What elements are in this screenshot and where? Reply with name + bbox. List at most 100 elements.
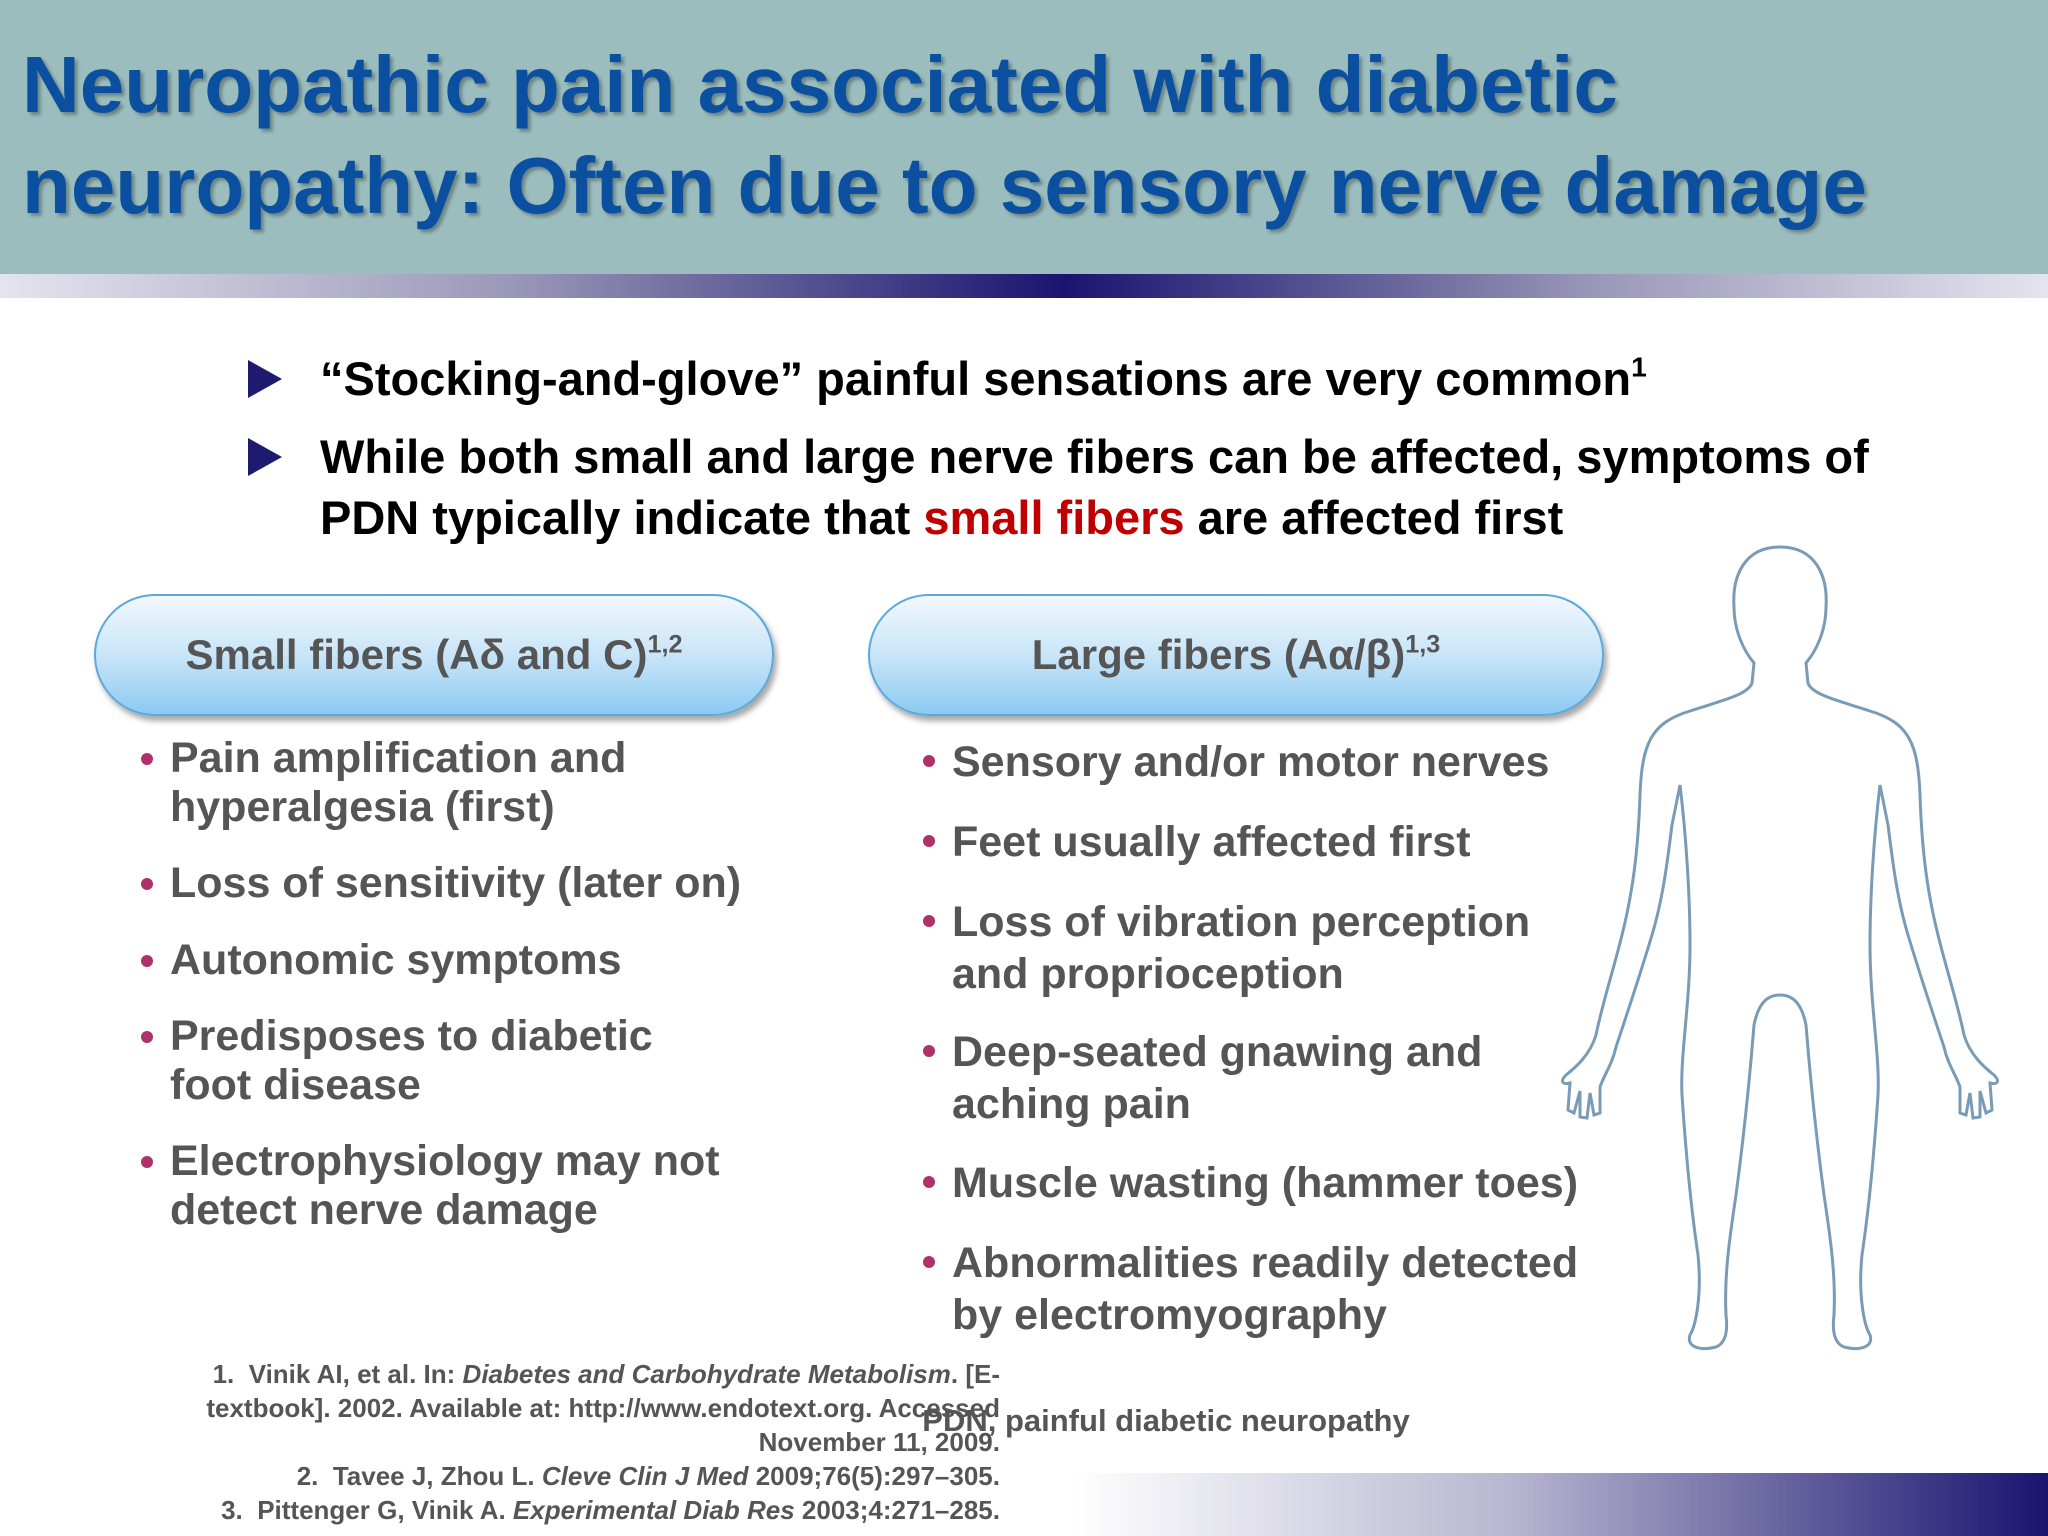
list-item: Abnormalities readily detected by electro… [952, 1237, 1578, 1341]
text-run: 2. Tavee J, Zhou L. [296, 1461, 542, 1491]
list-item: Muscle wasting (hammer toes) [952, 1157, 1578, 1209]
superscript: 1,3 [1405, 630, 1441, 659]
text-run: Sensory and/or motor nerves [952, 738, 1550, 786]
bullet-dot [923, 755, 935, 767]
superscript: 1,2 [647, 630, 683, 659]
bullet-dot [141, 753, 153, 765]
list-item: Deep-seated gnawing and aching pain [952, 1026, 1482, 1130]
text-line: Predisposes to diabetic [170, 1012, 653, 1061]
bullet-triangle [248, 438, 282, 476]
text-run: Loss of sensitivity (later on) [170, 859, 742, 907]
text-run: small fibers [923, 491, 1185, 544]
bullet-dot [923, 1176, 935, 1188]
text-run: 2003;4:271–285. [794, 1495, 1000, 1525]
text-run: detect nerve damage [170, 1186, 598, 1234]
header-gradient-bar [0, 274, 2048, 298]
text-run: November 11, 2009. [758, 1427, 1000, 1457]
list-item: Sensory and/or motor nerves [952, 736, 1549, 788]
list-item: Loss of vibration perception and proprioc… [952, 896, 1530, 1000]
text-run: 1. Vinik AI, et al. In: [212, 1359, 463, 1389]
text-line: Loss of sensitivity (later on) [170, 859, 741, 908]
text-run: Experimental Diab Res [512, 1495, 795, 1525]
text-run: Deep-seated gnawing and [952, 1028, 1483, 1076]
text-line: PDN, painful diabetic neuropathy [816, 1402, 1516, 1440]
text-run: foot disease [170, 1061, 421, 1109]
superscript: 1 [1631, 350, 1647, 383]
text-run: Neuropathic pain associated with diabeti… [22, 40, 1618, 129]
text-run: 2009;76(5):297–305. [748, 1461, 1000, 1491]
references: 1. Vinik AI, et al. In: Diabetes and Car… [206, 1357, 1000, 1527]
bullet-triangle [248, 360, 282, 398]
text-run: Predisposes to diabetic [170, 1012, 653, 1060]
bullet-text: “Stocking-and-glove” painful sensations … [320, 348, 1647, 409]
bullet-dot [923, 835, 935, 847]
text-line: neuropathy: Often due to sensory nerve d… [22, 135, 1867, 236]
bullet-dot [923, 915, 935, 927]
slide-title: Neuropathic pain associated with diabeti… [22, 34, 1867, 236]
text-line: Deep-seated gnawing and [952, 1026, 1482, 1078]
list-item: Loss of sensitivity (later on) [170, 859, 741, 908]
text-line: by electromyography [952, 1289, 1578, 1341]
list-item: Autonomic symptoms [170, 936, 622, 985]
text-run: “Stocking-and-glove” painful sensations … [320, 352, 1632, 405]
text-run: Electrophysiology may not [170, 1137, 720, 1185]
text-run: Large fibers (Aα/β) [1031, 631, 1406, 678]
list-item: Pain amplification and hyperalgesia (firs… [170, 734, 626, 832]
text-line: Electrophysiology may not [170, 1137, 720, 1186]
text-line: “Stocking-and-glove” painful sensations … [320, 348, 1647, 409]
text-line: detect nerve damage [170, 1186, 720, 1235]
header-band [0, 0, 2048, 274]
abbreviation-caption: PDN, painful diabetic neuropathy [816, 1402, 1516, 1440]
text-line: Autonomic symptoms [170, 936, 622, 985]
text-line: foot disease [170, 1061, 653, 1110]
text-run: Cleve Clin J Med [541, 1461, 749, 1491]
footer-gradient-bar [1071, 1473, 2048, 1536]
text-run: 3. Pittenger G, Vinik A. [221, 1495, 513, 1525]
text-line: Pain amplification and [170, 734, 626, 783]
text-run: Feet usually affected first [952, 818, 1471, 866]
text-line: Abnormalities readily detected [952, 1237, 1578, 1289]
list-item: Feet usually affected first [952, 816, 1471, 868]
text-line: Neuropathic pain associated with diabeti… [22, 34, 1867, 135]
text-run: neuropathy: Often due to sensory nerve d… [22, 141, 1867, 230]
bullet-dot [141, 878, 153, 890]
text-line: textbook]. 2002. Available at: http://ww… [206, 1391, 1000, 1425]
text-line: While both small and large nerve fibers … [320, 426, 1869, 487]
text-run: PDN, painful diabetic neuropathy [922, 1403, 1410, 1438]
text-run: and proprioception [952, 950, 1344, 998]
text-line: Small fibers (Aδ and C)1,2 [186, 631, 683, 679]
list-item: Electrophysiology may not detect nerve da… [170, 1137, 720, 1235]
text-run: . [E- [950, 1359, 1000, 1389]
text-line: hyperalgesia (first) [170, 783, 626, 832]
column-heading: Small fibers (Aδ and C)1,2 [94, 594, 774, 716]
text-line: 3. Pittenger G, Vinik A. Experimental Di… [206, 1493, 1000, 1527]
text-run: PDN typically indicate that [320, 491, 924, 544]
text-line: Loss of vibration perception [952, 896, 1530, 948]
text-line: November 11, 2009. [206, 1425, 1000, 1459]
text-line: 2. Tavee J, Zhou L. Cleve Clin J Med 200… [206, 1459, 1000, 1493]
text-run: aching pain [952, 1080, 1191, 1128]
text-line: and proprioception [952, 948, 1530, 1000]
text-run: While both small and large nerve fibers … [320, 430, 1869, 483]
body-outline [1561, 545, 1999, 1350]
bullet-text: While both small and large nerve fibers … [320, 426, 1869, 548]
text-run: by electromyography [952, 1291, 1387, 1339]
text-line: Feet usually affected first [952, 816, 1471, 868]
text-line: Sensory and/or motor nerves [952, 736, 1549, 788]
text-line: aching pain [952, 1078, 1482, 1130]
text-run: Pain amplification and [170, 734, 627, 782]
bullet-dot [141, 1031, 153, 1043]
bullet-dot [141, 955, 153, 967]
column-heading: Large fibers (Aα/β)1,3 [868, 594, 1604, 716]
bullet-dot [923, 1045, 935, 1057]
text-run: Small fibers (Aδ and C) [185, 631, 648, 678]
bullet-dot [141, 1156, 153, 1168]
text-line: 1. Vinik AI, et al. In: Diabetes and Car… [206, 1357, 1000, 1391]
text-run: Diabetes and Carbohydrate Metabolism [462, 1359, 951, 1389]
text-run: Muscle wasting (hammer toes) [952, 1159, 1579, 1207]
text-run: are affected first [1184, 491, 1564, 544]
text-run: textbook]. 2002. Available at: http://ww… [206, 1393, 1000, 1423]
text-line: Large fibers (Aα/β)1,3 [1032, 631, 1441, 679]
text-run: Loss of vibration perception [952, 898, 1531, 946]
